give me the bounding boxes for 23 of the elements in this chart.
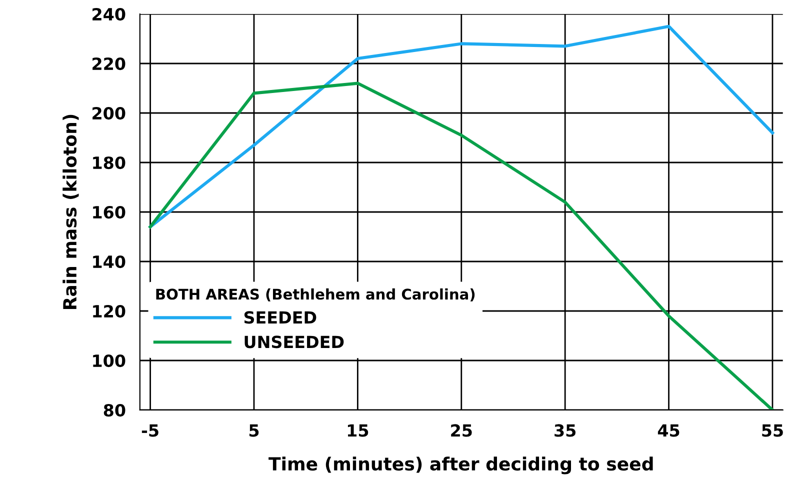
x-tick-label: 55 [762, 424, 783, 437]
x-axis-title: Time (minutes) after deciding to seed [268, 456, 653, 474]
legend-title: BOTH AREAS (Bethlehem and Carolina) [156, 288, 475, 302]
x-tick-label: 25 [451, 424, 472, 437]
x-tick-label: 15 [348, 424, 368, 437]
y-tick-label: 140 [93, 255, 126, 268]
y-tick-label: 120 [93, 304, 126, 318]
legend-label: UNSEEDED [244, 336, 344, 348]
x-tick-label: 35 [554, 424, 576, 437]
x-tick-label: -5 [142, 424, 158, 437]
x-tick-label: 5 [249, 424, 259, 437]
y-tick-label: 180 [93, 156, 126, 170]
y-axis-title: Rain mass (kiloton) [62, 114, 79, 310]
line-series [148, 24, 774, 228]
y-tick-label: 80 [104, 404, 126, 417]
y-tick-label: 240 [92, 8, 126, 21]
y-tick-label: 160 [93, 206, 126, 219]
y-tick-label: 100 [93, 354, 126, 368]
y-tick-label: 200 [92, 106, 126, 120]
line-series [148, 82, 774, 410]
x-tick-label: 45 [658, 424, 680, 437]
legend-label: SEEDED [244, 311, 316, 324]
y-tick-label: 220 [92, 57, 126, 70]
